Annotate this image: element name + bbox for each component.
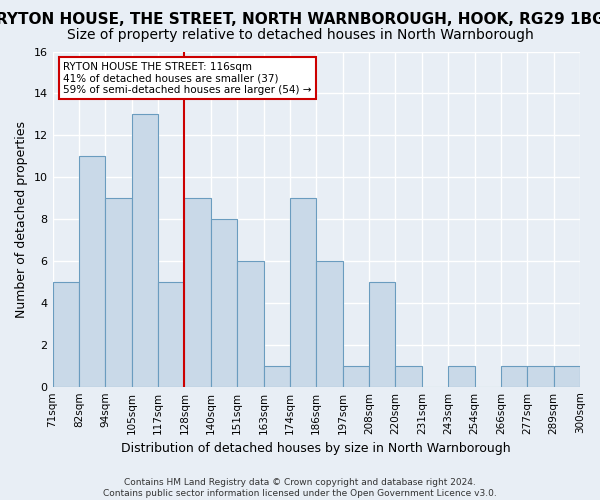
Text: RYTON HOUSE THE STREET: 116sqm
41% of detached houses are smaller (37)
59% of se: RYTON HOUSE THE STREET: 116sqm 41% of de… (63, 62, 311, 95)
Bar (158, 282, 184, 387)
Bar (316, 261, 343, 386)
Text: Contains HM Land Registry data © Crown copyright and database right 2024.
Contai: Contains HM Land Registry data © Crown c… (103, 478, 497, 498)
Bar (237, 261, 263, 386)
Bar (290, 198, 316, 386)
Text: RYTON HOUSE, THE STREET, NORTH WARNBOROUGH, HOOK, RG29 1BG: RYTON HOUSE, THE STREET, NORTH WARNBOROU… (0, 12, 600, 28)
Bar (184, 198, 211, 386)
Bar (105, 198, 131, 386)
Bar (395, 366, 422, 386)
Y-axis label: Number of detached properties: Number of detached properties (15, 120, 28, 318)
X-axis label: Distribution of detached houses by size in North Warnborough: Distribution of detached houses by size … (121, 442, 511, 455)
Text: Size of property relative to detached houses in North Warnborough: Size of property relative to detached ho… (67, 28, 533, 42)
Bar (53, 282, 79, 387)
Bar (131, 114, 158, 386)
Bar (527, 366, 554, 386)
Bar (369, 282, 395, 387)
Bar (79, 156, 105, 386)
Bar (448, 366, 475, 386)
Bar (211, 219, 237, 386)
Bar (554, 366, 580, 386)
Bar (501, 366, 527, 386)
Bar (343, 366, 369, 386)
Bar (263, 366, 290, 386)
